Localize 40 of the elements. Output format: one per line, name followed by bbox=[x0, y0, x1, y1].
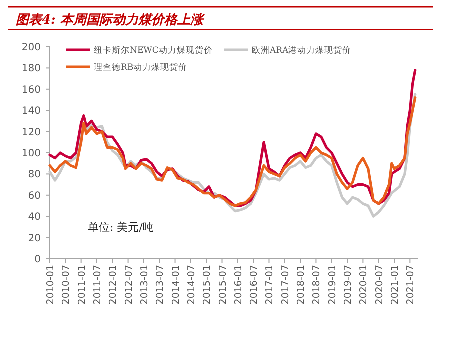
x-tick-label: 2010-07 bbox=[61, 265, 72, 305]
x-tick-label: 2017-07 bbox=[280, 265, 292, 305]
x-tick-label: 2021-07 bbox=[406, 265, 417, 305]
legend-label: 理查德RB动力煤现货价 bbox=[94, 62, 188, 73]
x-tick-label: 2019-07 bbox=[343, 265, 354, 305]
x-tick-label: 2014-07 bbox=[186, 265, 198, 305]
x-tick-label: 2011-01 bbox=[76, 265, 88, 305]
y-tick-label: 160 bbox=[22, 84, 41, 96]
x-tick-label: 2013-01 bbox=[139, 265, 150, 305]
legend-label: 纽卡斯尔NEWC动力煤现货价 bbox=[94, 45, 213, 56]
x-tick-label: 2012-07 bbox=[124, 265, 135, 305]
legend-label: 欧洲ARA港动力煤现货价 bbox=[252, 45, 352, 56]
y-tick-label: 120 bbox=[22, 127, 41, 138]
y-tick-label: 20 bbox=[28, 233, 41, 244]
x-tick-label: 2011-07 bbox=[92, 265, 104, 305]
x-tick-label: 2016-07 bbox=[249, 265, 260, 305]
y-tick-label: 60 bbox=[28, 190, 41, 202]
x-tick-label: 2020-01 bbox=[358, 265, 370, 305]
x-tick-label: 2013-07 bbox=[155, 265, 166, 305]
x-tick-label: 2010-01 bbox=[46, 265, 56, 305]
x-tick-label: 2021-01 bbox=[390, 265, 402, 305]
y-tick-label: 140 bbox=[22, 106, 41, 118]
x-tick-label: 2014-01 bbox=[170, 265, 182, 305]
annotation: 单位: 美元/吨 bbox=[88, 221, 154, 234]
x-tick-label: 2019-01 bbox=[327, 265, 338, 305]
chart-title: 图表4: 本周国际动力煤价格上涨 bbox=[16, 13, 206, 28]
x-tick-label: 2015-07 bbox=[218, 265, 229, 305]
y-tick-label: 200 bbox=[22, 42, 41, 54]
x-tick-label: 2016-01 bbox=[233, 265, 244, 305]
y-tick-label: 80 bbox=[28, 170, 41, 181]
x-tick-label: 2012-01 bbox=[108, 265, 120, 305]
y-tick-label: 40 bbox=[28, 212, 41, 224]
x-tick-label: 2018-01 bbox=[296, 265, 308, 305]
y-tick-label: 180 bbox=[22, 64, 41, 75]
x-tick-label: 2015-01 bbox=[202, 265, 214, 305]
x-tick-label: 2017-01 bbox=[264, 265, 276, 305]
y-tick-label: 100 bbox=[22, 148, 41, 160]
x-tick-label: 2020-07 bbox=[374, 265, 386, 305]
x-tick-label: 2018-07 bbox=[312, 265, 323, 305]
y-tick-label: 0 bbox=[34, 254, 41, 266]
